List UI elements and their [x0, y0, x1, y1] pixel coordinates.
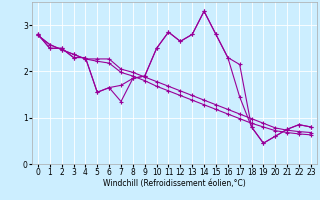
X-axis label: Windchill (Refroidissement éolien,°C): Windchill (Refroidissement éolien,°C)	[103, 179, 246, 188]
